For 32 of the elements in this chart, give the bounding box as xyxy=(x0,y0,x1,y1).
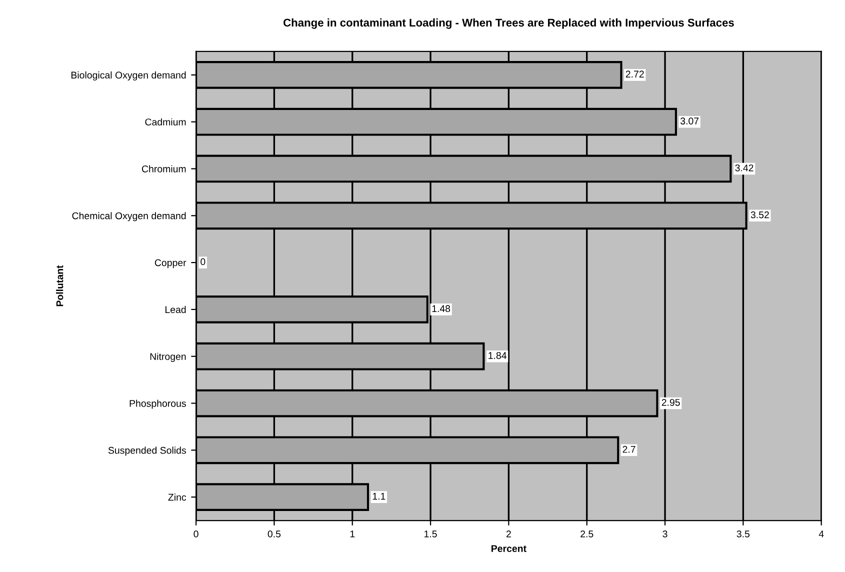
data-label: 1.1 xyxy=(372,492,386,500)
x-tick-label: 4 xyxy=(818,530,824,538)
data-label: 1.84 xyxy=(488,352,506,359)
y-axis-title: Pollutant xyxy=(56,265,64,306)
data-label: 2.95 xyxy=(662,398,680,406)
x-tick-label: 3.5 xyxy=(736,530,750,538)
x-tick-label: 1 xyxy=(350,530,355,538)
data-label: 3.42 xyxy=(735,164,754,172)
x-tick-label: 3 xyxy=(662,530,668,538)
data-label: 3.07 xyxy=(680,118,699,124)
data-label: 2.7 xyxy=(622,446,636,453)
data-label: 2.72 xyxy=(626,70,644,78)
data-label: 0 xyxy=(200,258,206,266)
y-tick-label: Chemical Oxygen demand xyxy=(72,212,186,222)
chart-title: Change in contaminant Loading - When Trees are Replaced with Impervious Surfaces xyxy=(283,18,734,29)
y-tick-label: Chromium xyxy=(142,165,186,172)
y-tick-label: Zinc xyxy=(168,494,186,501)
y-tick-label: Nitrogen xyxy=(150,352,186,362)
x-tick-label: 2.5 xyxy=(580,530,594,538)
y-tick-label: Biological Oxygen demand xyxy=(71,71,186,80)
y-tick-label: Phosphorous xyxy=(130,400,186,409)
y-tick-label: Cadmium xyxy=(145,118,186,126)
data-label: 1.48 xyxy=(432,305,450,312)
x-tick-label: 0.5 xyxy=(268,530,281,538)
y-tick-label: Suspended Solids xyxy=(108,446,186,456)
y-tick-label: Copper xyxy=(154,259,186,268)
x-axis-title: Percent xyxy=(492,545,526,552)
x-tick-label: 2 xyxy=(506,530,511,538)
data-label: 3.52 xyxy=(750,211,769,218)
y-tick-label: Lead xyxy=(165,306,186,314)
x-tick-label: 1.5 xyxy=(424,530,437,538)
x-tick-label: 0 xyxy=(194,530,198,538)
